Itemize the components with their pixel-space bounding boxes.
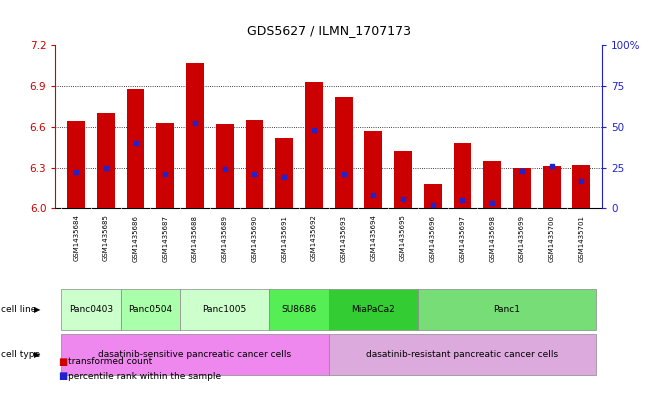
Text: Panc1005: Panc1005 (202, 305, 247, 314)
Text: SU8686: SU8686 (281, 305, 316, 314)
Bar (365, 131, 382, 208)
Text: GSM1435684: GSM1435684 (73, 215, 79, 261)
Text: Panc1: Panc1 (493, 305, 521, 314)
Text: ■: ■ (59, 371, 68, 382)
Text: GSM1435686: GSM1435686 (133, 215, 139, 262)
Text: percentile rank within the sample: percentile rank within the sample (68, 372, 221, 381)
Text: GSM1435692: GSM1435692 (311, 215, 317, 261)
Bar (67, 121, 85, 208)
Text: GSM1435701: GSM1435701 (578, 215, 585, 262)
Text: cell line: cell line (1, 305, 36, 314)
Bar (180, 289, 270, 330)
Text: GSM1435690: GSM1435690 (251, 215, 257, 262)
Bar (329, 289, 418, 330)
Bar (335, 97, 353, 208)
Text: GSM1435697: GSM1435697 (460, 215, 465, 262)
Bar (61, 289, 120, 330)
Text: ▶: ▶ (34, 305, 40, 314)
Text: GSM1435689: GSM1435689 (222, 215, 228, 262)
Bar (394, 151, 412, 208)
Bar (305, 82, 323, 208)
Text: Panc0403: Panc0403 (69, 305, 113, 314)
Text: GSM1435699: GSM1435699 (519, 215, 525, 262)
Bar (513, 167, 531, 208)
Bar (216, 124, 234, 208)
Bar (424, 184, 441, 208)
Text: MiaPaCa2: MiaPaCa2 (352, 305, 395, 314)
Text: GSM1435694: GSM1435694 (370, 215, 376, 261)
Text: GSM1435693: GSM1435693 (340, 215, 346, 262)
Bar (127, 89, 145, 208)
Text: GSM1435695: GSM1435695 (400, 215, 406, 261)
Text: transformed count: transformed count (68, 357, 152, 366)
Bar (156, 123, 174, 208)
Bar (61, 334, 329, 375)
Text: ■: ■ (59, 356, 68, 367)
Text: GSM1435685: GSM1435685 (103, 215, 109, 261)
Text: dasatinib-resistant pancreatic cancer cells: dasatinib-resistant pancreatic cancer ce… (367, 350, 559, 359)
Text: GDS5627 / ILMN_1707173: GDS5627 / ILMN_1707173 (247, 24, 411, 37)
Bar (120, 289, 180, 330)
Bar (97, 113, 115, 208)
Bar (454, 143, 471, 208)
Bar (275, 138, 293, 208)
Bar (186, 63, 204, 208)
Bar (483, 161, 501, 208)
Text: GSM1435691: GSM1435691 (281, 215, 287, 262)
Bar (572, 165, 590, 208)
Bar (270, 289, 329, 330)
Bar (418, 289, 596, 330)
Bar (543, 166, 561, 208)
Bar (245, 120, 264, 208)
Text: ▶: ▶ (34, 350, 40, 359)
Text: GSM1435696: GSM1435696 (430, 215, 436, 262)
Text: GSM1435700: GSM1435700 (549, 215, 555, 262)
Text: GSM1435698: GSM1435698 (489, 215, 495, 262)
Text: GSM1435687: GSM1435687 (162, 215, 169, 262)
Text: dasatinib-sensitive pancreatic cancer cells: dasatinib-sensitive pancreatic cancer ce… (98, 350, 292, 359)
Bar (329, 334, 596, 375)
Text: cell type: cell type (1, 350, 40, 359)
Text: GSM1435688: GSM1435688 (192, 215, 198, 262)
Text: Panc0504: Panc0504 (128, 305, 173, 314)
